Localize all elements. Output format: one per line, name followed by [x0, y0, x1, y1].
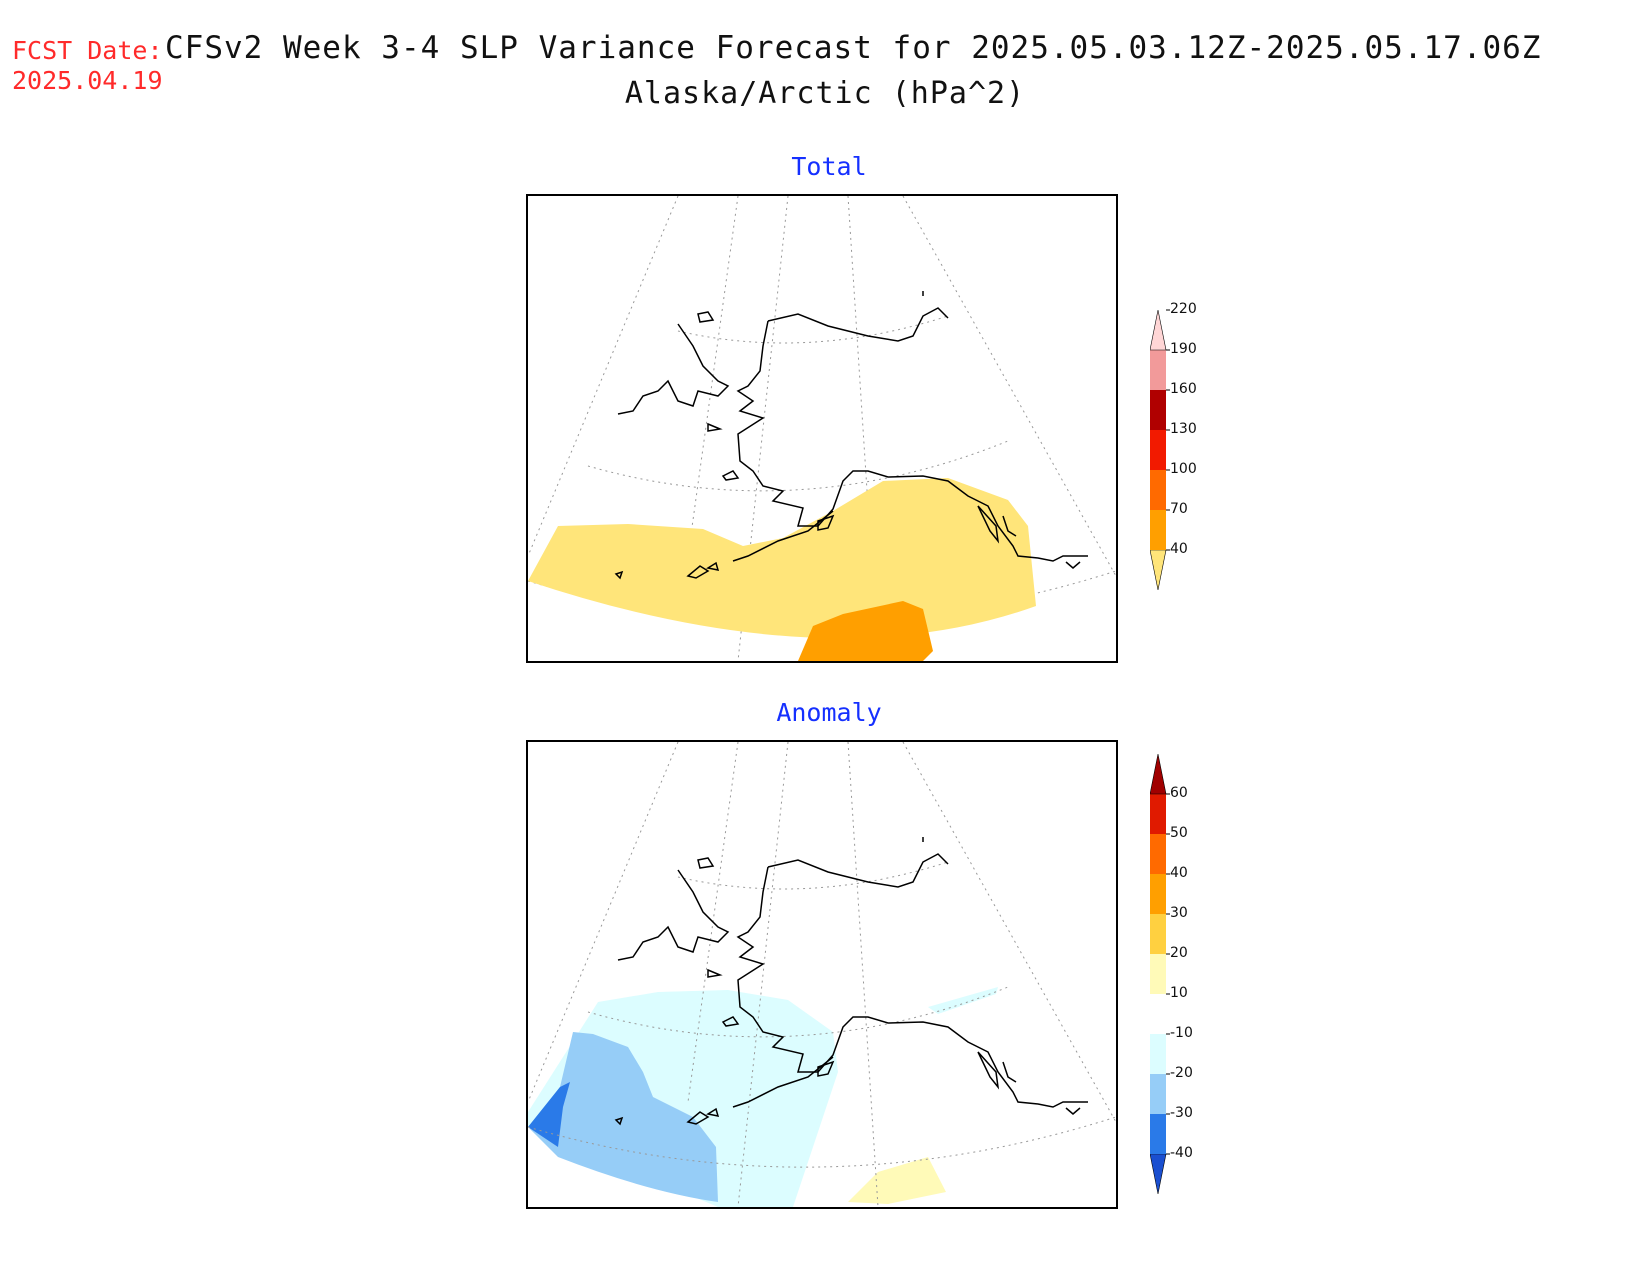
- colorbar-tick-label: 160: [1170, 381, 1197, 397]
- colorbar-tick-label: -30: [1170, 1105, 1193, 1121]
- colorbar-tick-label: 60: [1170, 785, 1188, 801]
- region-minus10-minus20-small: [928, 987, 998, 1014]
- colorbar-swatch: [1150, 1034, 1166, 1074]
- colorbar-swatch: [1150, 470, 1166, 510]
- colorbar-swatch-high: [1150, 753, 1167, 795]
- colorbar-swatch-low: [1150, 549, 1167, 591]
- longitude-line: [902, 196, 1116, 577]
- forecast-date-block: FCST Date: 2025.04.19: [12, 36, 163, 96]
- colorbar-swatch: [1150, 794, 1166, 834]
- colorbar-swatch-high: [1150, 309, 1167, 351]
- colorbar-swatch: [1150, 1114, 1166, 1154]
- map-total-svg: [528, 196, 1116, 661]
- colorbar-swatch: [1150, 350, 1166, 390]
- colorbar-tick-label: 190: [1170, 341, 1197, 357]
- map-anomaly: [526, 740, 1118, 1209]
- colorbar-total: [1150, 309, 1170, 591]
- colorbar-swatch: [1150, 954, 1166, 994]
- colorbar-swatch: [1150, 390, 1166, 430]
- colorbar-swatch: [1150, 834, 1166, 874]
- panel-title-anomaly: Anomaly: [776, 698, 882, 727]
- colorbar-swatch: [1150, 874, 1166, 914]
- region-10-20: [848, 1157, 946, 1204]
- latitude-line: [677, 861, 949, 890]
- colorbar-swatch: [1150, 430, 1166, 470]
- colorbar-tick-label: -20: [1170, 1065, 1193, 1081]
- colorbar-tick-label: 220: [1170, 301, 1197, 317]
- latitude-line: [677, 315, 949, 344]
- colorbar-tick-label: -40: [1170, 1145, 1193, 1161]
- colorbar-tick-label: 100: [1170, 461, 1197, 477]
- forecast-date-value: 2025.04.19: [12, 66, 163, 95]
- colorbar-tick-label: 30: [1170, 905, 1188, 921]
- region-40-70: [528, 478, 1036, 639]
- longitude-line: [847, 742, 879, 1207]
- page-title: CFSv2 Week 3-4 SLP Variance Forecast for…: [165, 30, 1542, 66]
- colorbar-anomaly: [1150, 753, 1170, 1195]
- colorbar-tick-label: 40: [1170, 865, 1188, 881]
- coastline: [614, 837, 1088, 1126]
- colorbar-tick-label: 70: [1170, 501, 1188, 517]
- forecast-date-label: FCST Date:: [12, 36, 163, 65]
- colorbar-swatch: [1150, 914, 1166, 954]
- page-subtitle: Alaska/Arctic (hPa^2): [624, 76, 1026, 111]
- map-anomaly-svg: [528, 742, 1116, 1207]
- colorbar-swatch: [1150, 510, 1166, 550]
- coastline: [614, 291, 1088, 580]
- colorbar-tick-label: 50: [1170, 825, 1188, 841]
- colorbar-tick-label: 40: [1170, 541, 1188, 557]
- shading-total: [528, 478, 1036, 661]
- colorbar-tick-label: -10: [1170, 1025, 1193, 1041]
- region-minus30-minus40: [528, 1082, 570, 1147]
- map-total: [526, 194, 1118, 663]
- colorbar-tick-label: 10: [1170, 985, 1188, 1001]
- colorbar-swatch-low: [1150, 1153, 1167, 1195]
- colorbar-swatch: [1150, 994, 1166, 1034]
- colorbar-tick-label: 130: [1170, 421, 1197, 437]
- panel-title-total: Total: [791, 152, 867, 181]
- colorbar-swatch: [1150, 1074, 1166, 1114]
- shading-anomaly: [528, 987, 998, 1207]
- longitude-line: [902, 742, 1116, 1123]
- longitude-line: [528, 196, 679, 557]
- region-70-100: [798, 601, 933, 661]
- longitude-line: [528, 742, 679, 1103]
- latitude-line: [528, 1116, 1116, 1168]
- colorbar-tick-label: 20: [1170, 945, 1188, 961]
